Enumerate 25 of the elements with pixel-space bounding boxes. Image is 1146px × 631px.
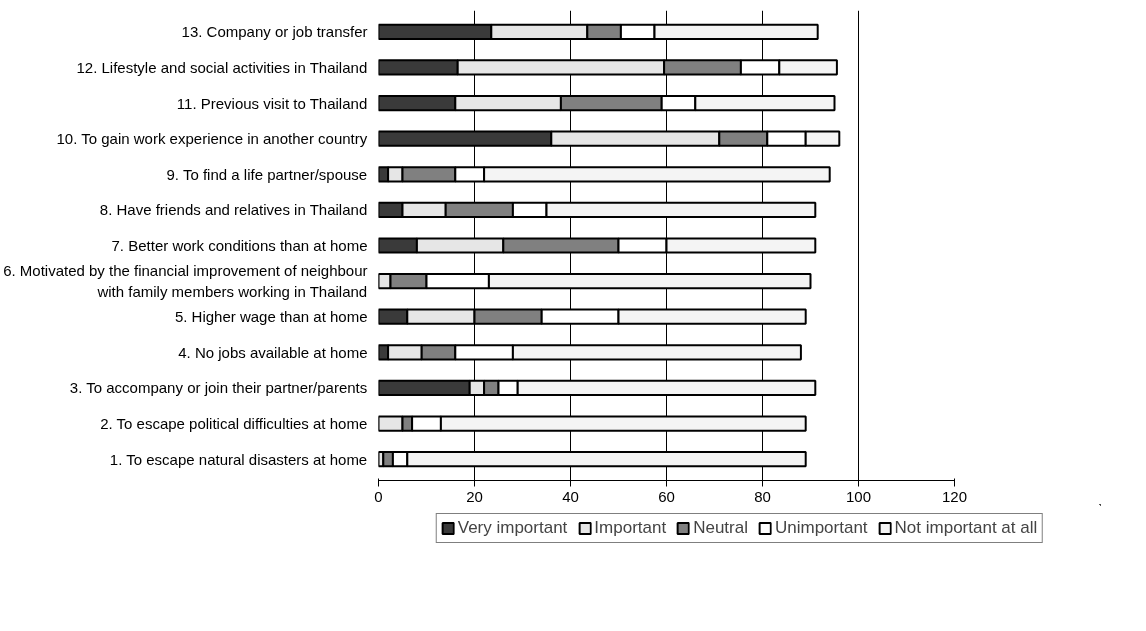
y-tick-label: 12. Lifestyle and social activities in Thailand bbox=[76, 58, 368, 76]
x-tick-label: 80 bbox=[754, 487, 771, 505]
x-tick-label: 40 bbox=[562, 487, 579, 505]
y-tick-label: 7. Better work conditions than at home bbox=[111, 237, 368, 254]
legend-label: Neutral bbox=[693, 518, 748, 538]
y-tick-label: 11. Previous visit to Thailand bbox=[176, 94, 368, 112]
legend-label: Important bbox=[594, 518, 667, 538]
y-tick-label: 5. Higher wage than at home bbox=[174, 308, 368, 326]
x-tick-label: 0 bbox=[374, 487, 383, 505]
y-tick-label: 1. To escape natural disasters at home bbox=[109, 450, 368, 468]
y-tick-label: 2. To escape political difficulties at home bbox=[100, 415, 368, 433]
y-tick-label: 8. Have friends and relatives in Thailand bbox=[99, 201, 368, 219]
y-tick-label: 6. Motivated by the financial improvement of neighbour with family members working in Thailand bbox=[3, 262, 368, 300]
legend-label: Unimportant bbox=[774, 518, 868, 538]
y-tick-label: 4. No jobs available at home bbox=[178, 343, 368, 361]
y-tick-label: 3. To accompany or join their partner/parents bbox=[69, 379, 368, 397]
x-tick-label: 60 bbox=[658, 487, 675, 505]
legend-label: Very important bbox=[457, 518, 568, 538]
legend-label: Not important at all bbox=[894, 518, 1038, 538]
x-tick-label: 20 bbox=[466, 487, 483, 505]
y-tick-label: 9. To find a life partner/spouse bbox=[166, 165, 368, 183]
y-tick-label: 10. To gain work experience in another country bbox=[56, 130, 368, 148]
x-tick-label: 100 bbox=[845, 487, 872, 505]
x-tick-label: 120 bbox=[941, 487, 968, 505]
y-tick-label: 13. Company or job transfer bbox=[181, 23, 368, 41]
